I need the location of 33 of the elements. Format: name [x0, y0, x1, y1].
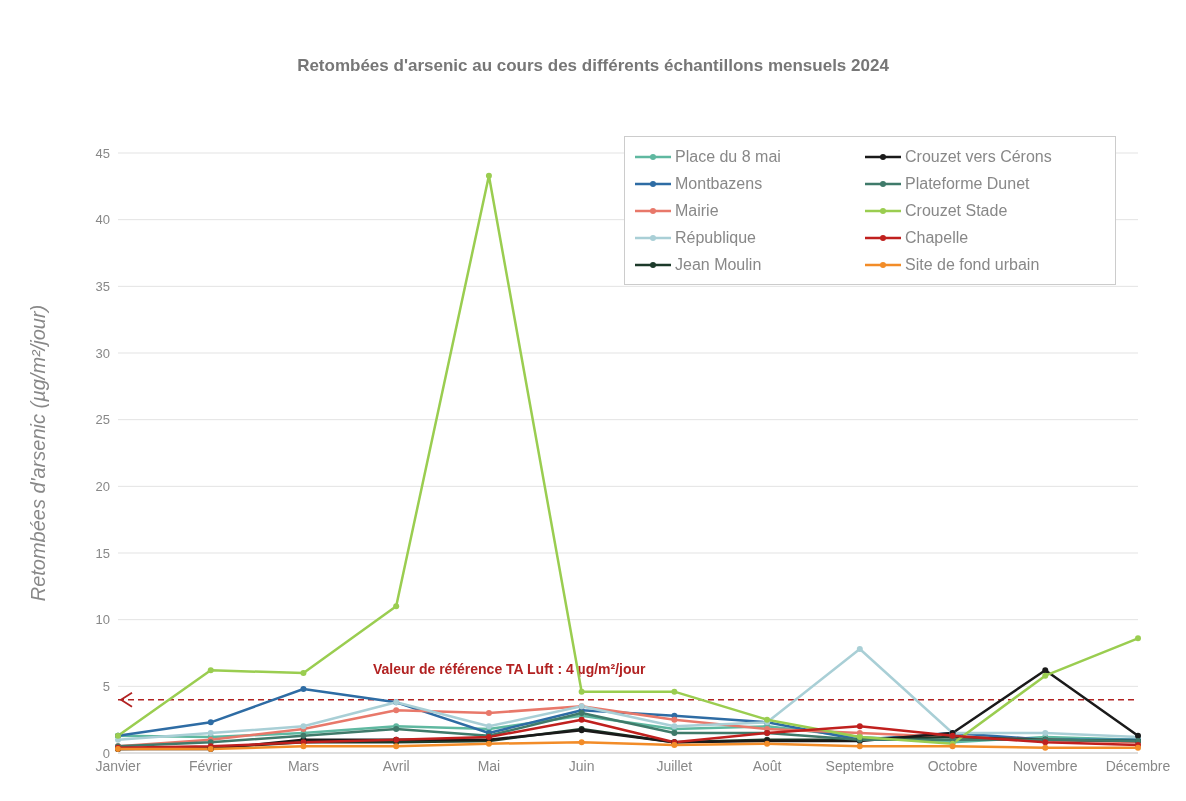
x-tick-label: Février: [188, 757, 233, 774]
y-tick-label: 40: [95, 212, 110, 228]
legend-label: Mairie: [675, 201, 719, 220]
legend-label: Crouzet Stade: [905, 201, 1008, 220]
x-tick-label: Avril: [382, 757, 410, 774]
y-tick-label: 45: [95, 145, 110, 161]
legend-label: Site de fond urbain: [905, 255, 1040, 274]
y-tick-label: 35: [95, 278, 110, 294]
x-tick-label: Mai: [477, 757, 501, 774]
x-tick-label: Août: [752, 757, 782, 774]
x-tick-label: Octobre: [927, 757, 978, 774]
x-tick-label: Mars: [287, 757, 320, 774]
y-tick-label: 20: [95, 478, 110, 494]
chart-title: Retombées d'arsenic au cours des différents échantillons mensuels 2024: [296, 56, 890, 76]
y-tick-label: 25: [95, 412, 110, 428]
legend-label: Crouzet vers Cérons: [905, 147, 1052, 166]
x-tick-label: Septembre: [825, 757, 895, 774]
legend-label: Jean Moulin: [675, 255, 762, 274]
y-tick-label: 5: [102, 678, 110, 694]
x-tick-label: Décembre: [1105, 757, 1171, 774]
y-tick-label: 10: [95, 612, 110, 628]
legend-label: République: [675, 228, 756, 247]
legend-label: Place du 8 mai: [675, 147, 781, 166]
legend-label: Montbazens: [675, 174, 763, 193]
legend-label: Chapelle: [905, 228, 969, 247]
y-axis-title: Retombées d'arsenic (µg/m²/jour): [27, 304, 50, 602]
x-tick-label: Juillet: [656, 757, 693, 774]
ref-line-label: Valeur de référence TA Luft : 4 µg/m²/jour: [373, 660, 647, 677]
x-tick-label: Juin: [568, 757, 595, 774]
y-tick-label: 30: [95, 345, 110, 361]
legend-label: Plateforme Dunet: [905, 174, 1030, 193]
y-tick-label: 15: [95, 545, 110, 561]
x-tick-label: Novembre: [1012, 757, 1078, 774]
